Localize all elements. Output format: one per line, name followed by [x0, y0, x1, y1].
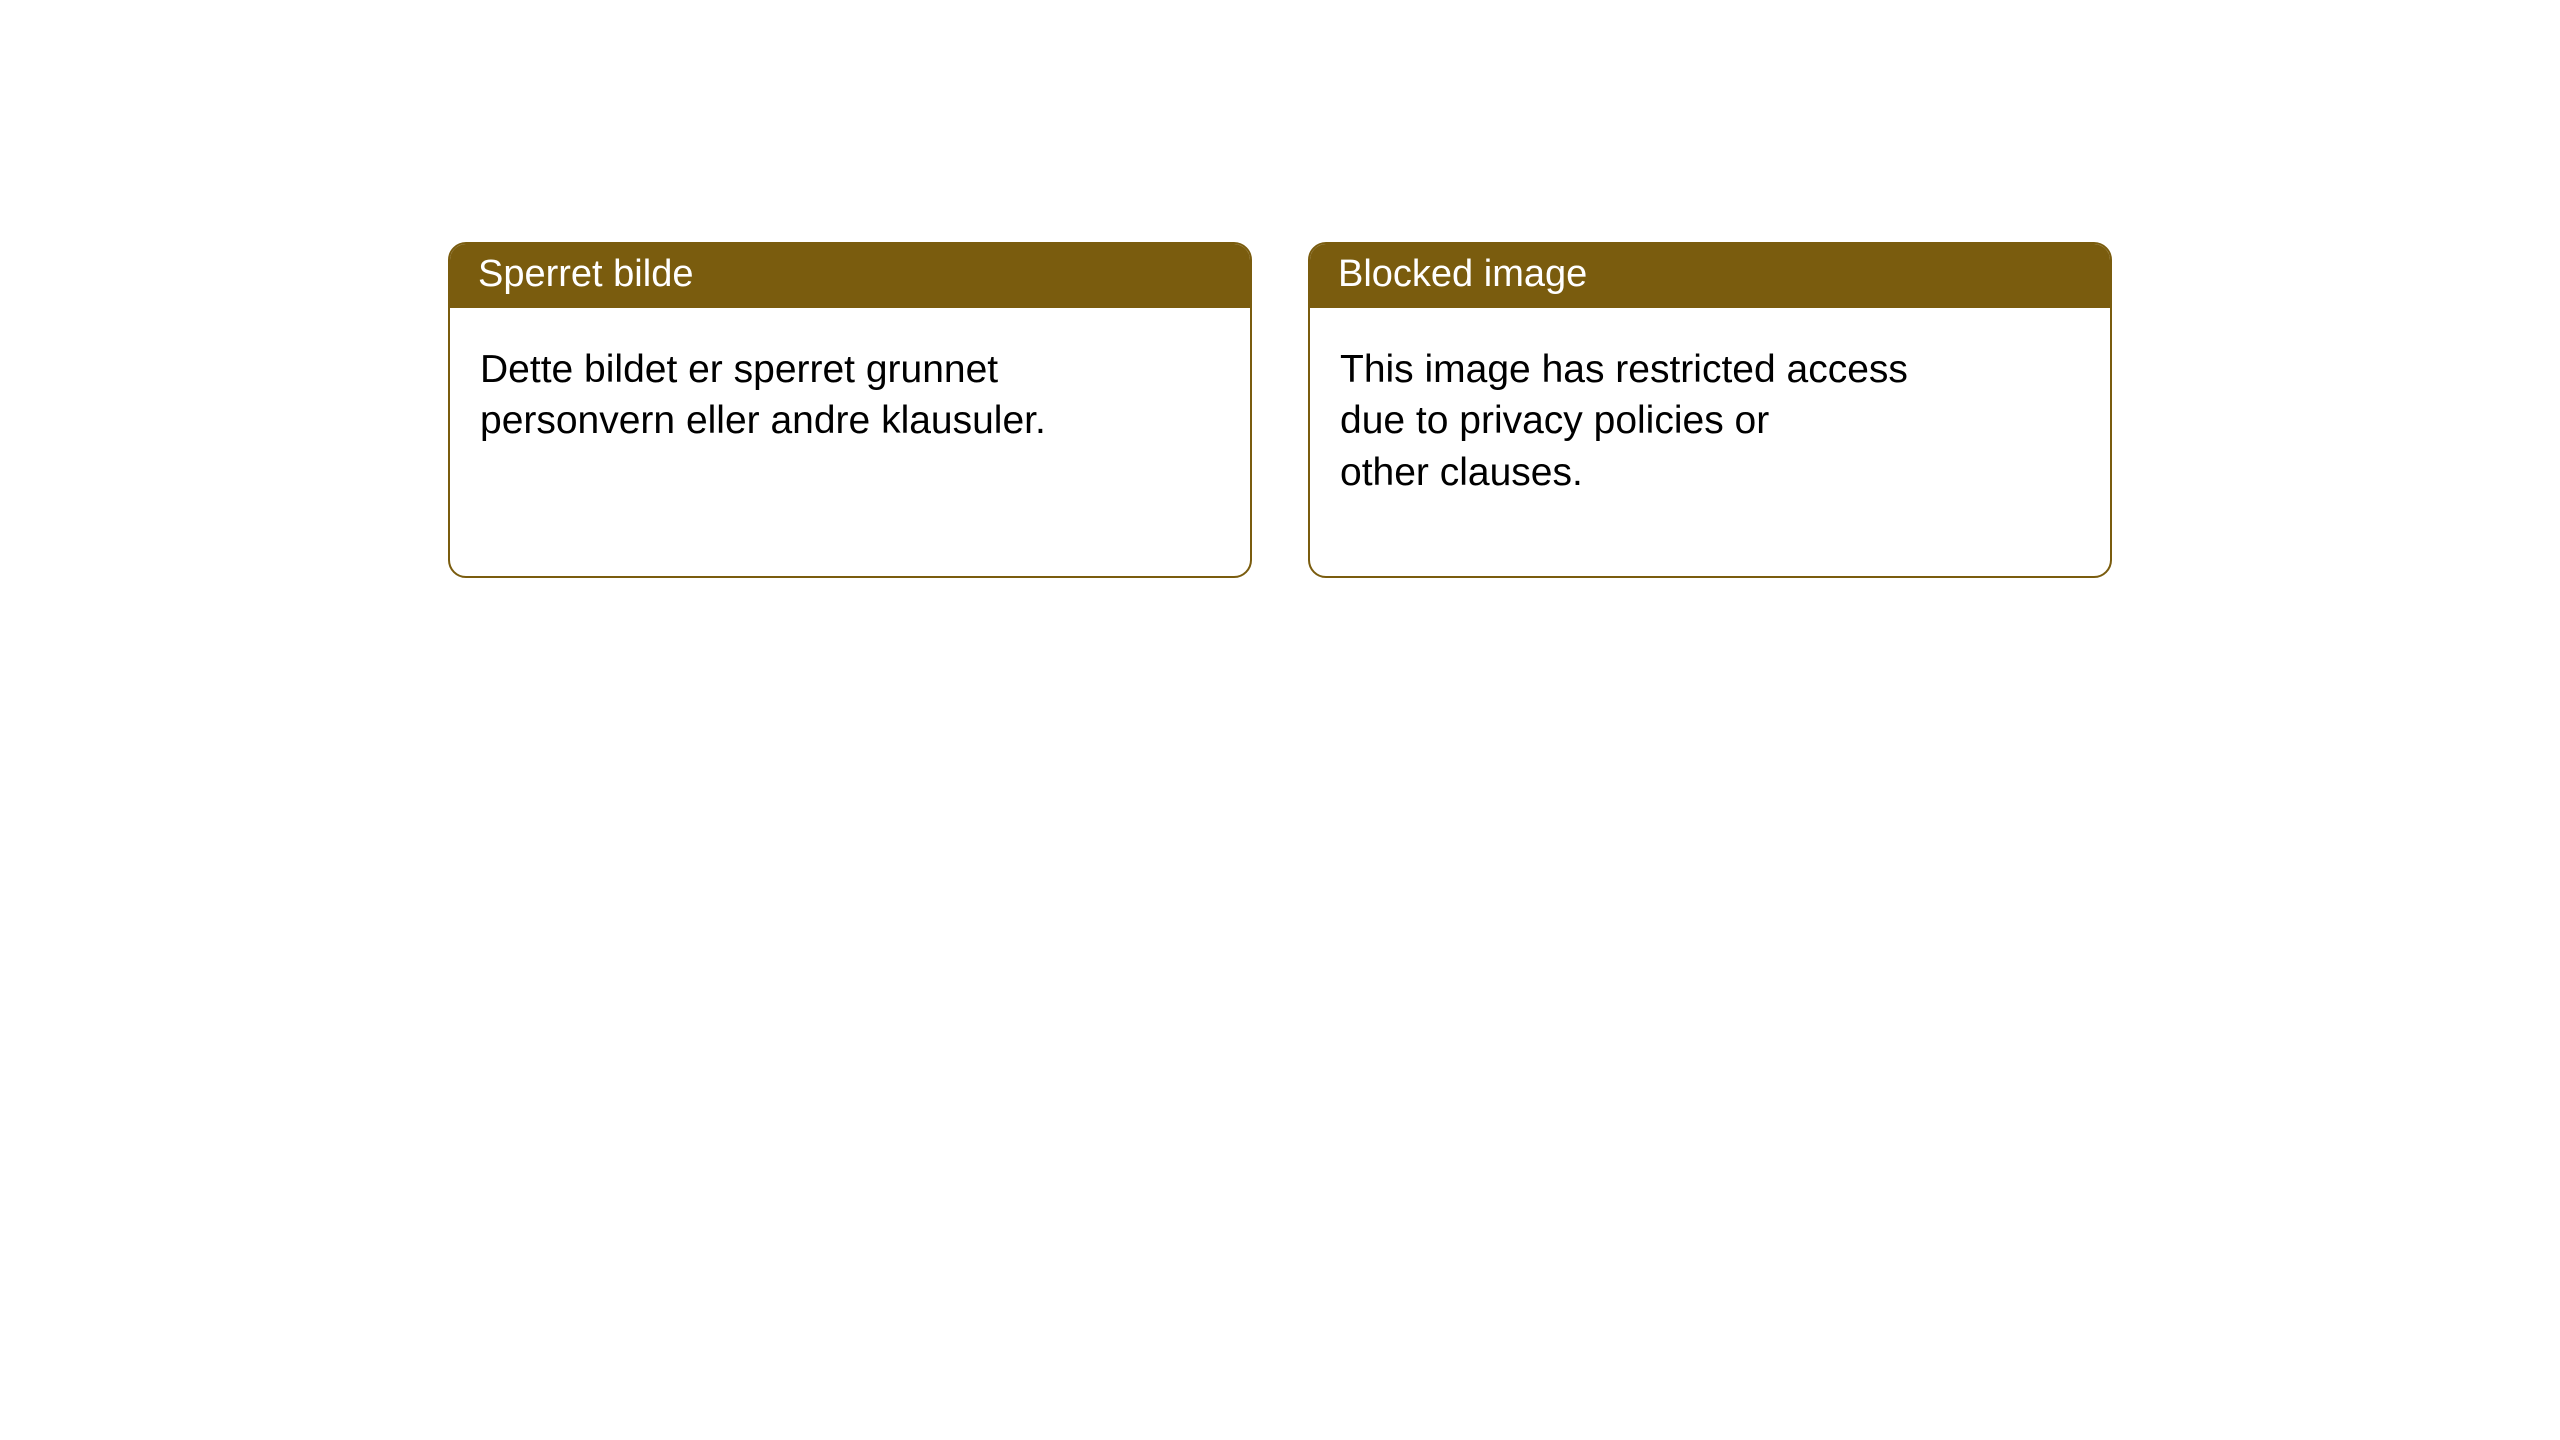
card-title-no: Sperret bilde [450, 244, 1250, 308]
blocked-image-card-en: Blocked image This image has restricted … [1308, 242, 2112, 578]
notice-container: Sperret bilde Dette bildet er sperret gr… [0, 0, 2560, 578]
card-body-en: This image has restricted access due to … [1310, 308, 1990, 534]
blocked-image-card-no: Sperret bilde Dette bildet er sperret gr… [448, 242, 1252, 578]
card-body-no: Dette bildet er sperret grunnet personve… [450, 308, 1130, 483]
card-title-en: Blocked image [1310, 244, 2110, 308]
